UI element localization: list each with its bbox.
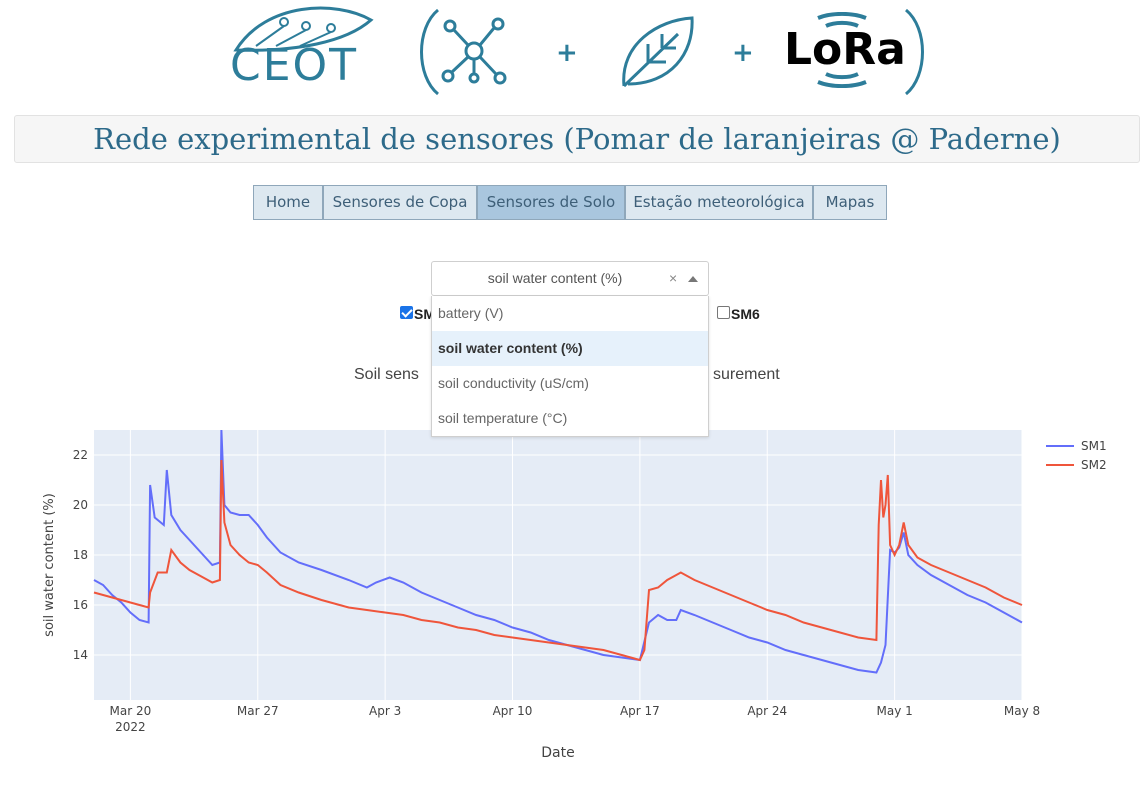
- x-tick-label: Apr 24: [747, 704, 787, 718]
- dropdown-menu: battery (V) soil water content (%) soil …: [431, 296, 709, 437]
- legend-label-sm1: SM1: [1081, 439, 1107, 453]
- network-icon: [441, 17, 507, 85]
- nav-mapas[interactable]: Mapas: [813, 185, 887, 220]
- variable-dropdown[interactable]: soil water content (%) ×: [431, 261, 709, 296]
- dropdown-option-soil-water-content[interactable]: soil water content (%): [432, 331, 708, 366]
- nav-sensores-solo[interactable]: Sensores de Solo: [477, 185, 625, 220]
- ceot-leaf-logo: [233, 6, 374, 52]
- dropdown-option-soil-conductivity[interactable]: soil conductivity (uS/cm): [438, 375, 589, 391]
- chart-title-left: Soil sens: [354, 366, 419, 383]
- nav-sensores-copa[interactable]: Sensores de Copa: [323, 185, 477, 220]
- series-line-sm2: [93, 459, 1023, 662]
- series-line-sm1: [93, 429, 1023, 674]
- sensor-label-sm1: SM: [414, 306, 435, 322]
- x-tick-label: Mar 20: [110, 704, 152, 718]
- lora-signal-icon: [817, 12, 867, 88]
- x-tick-label: May 1: [876, 704, 912, 718]
- x-tick-label: 2022: [115, 720, 146, 734]
- nav-estacao-meteorologica[interactable]: Estação meteorológica: [625, 185, 813, 220]
- clear-icon[interactable]: ×: [669, 270, 678, 286]
- logo-banner: CEOT + + LoRa: [0, 0, 1142, 110]
- title-banner: Rede experimental de sensores (Pomar de …: [14, 115, 1140, 163]
- x-tick-label: Apr 3: [369, 704, 401, 718]
- dropdown-option-battery[interactable]: battery (V): [438, 305, 504, 321]
- leaf-icon: [622, 16, 694, 88]
- x-tick-label: Apr 17: [620, 704, 660, 718]
- dropdown-option-soil-temperature[interactable]: soil temperature (°C): [438, 410, 568, 426]
- x-tick-label: May 8: [1004, 704, 1040, 718]
- y-tick-label: 16: [73, 598, 88, 612]
- bracket-left: [420, 8, 440, 96]
- y-tick-label: 14: [73, 648, 88, 662]
- x-tick-label: Apr 10: [493, 704, 533, 718]
- x-tick-label: Mar 27: [237, 704, 279, 718]
- y-tick-label: 18: [73, 548, 88, 562]
- chart-title-right: surement: [713, 366, 780, 383]
- y-axis-label: soil water content (%): [42, 493, 57, 637]
- y-tick-label: 20: [73, 498, 88, 512]
- sensor-label-sm6: SM6: [731, 306, 760, 322]
- ceot-logo-text: CEOT: [230, 40, 359, 91]
- bracket-right: [904, 8, 924, 96]
- y-tick-label: 22: [73, 448, 88, 462]
- caret-up-icon[interactable]: [688, 276, 698, 282]
- sensor-checkbox-sm1[interactable]: [400, 306, 413, 319]
- legend-label-sm2: SM2: [1081, 458, 1107, 472]
- x-axis-label: Date: [541, 745, 574, 761]
- page-title: Rede experimental de sensores (Pomar de …: [93, 122, 1061, 156]
- dropdown-selected-value[interactable]: soil water content (%): [487, 270, 623, 286]
- plus-sign: +: [556, 38, 578, 68]
- plus-sign-2: +: [732, 38, 754, 68]
- sensor-checkbox-sm6[interactable]: [717, 306, 730, 319]
- lora-logo-text: LoRa: [784, 24, 906, 75]
- nav-home[interactable]: Home: [253, 185, 323, 220]
